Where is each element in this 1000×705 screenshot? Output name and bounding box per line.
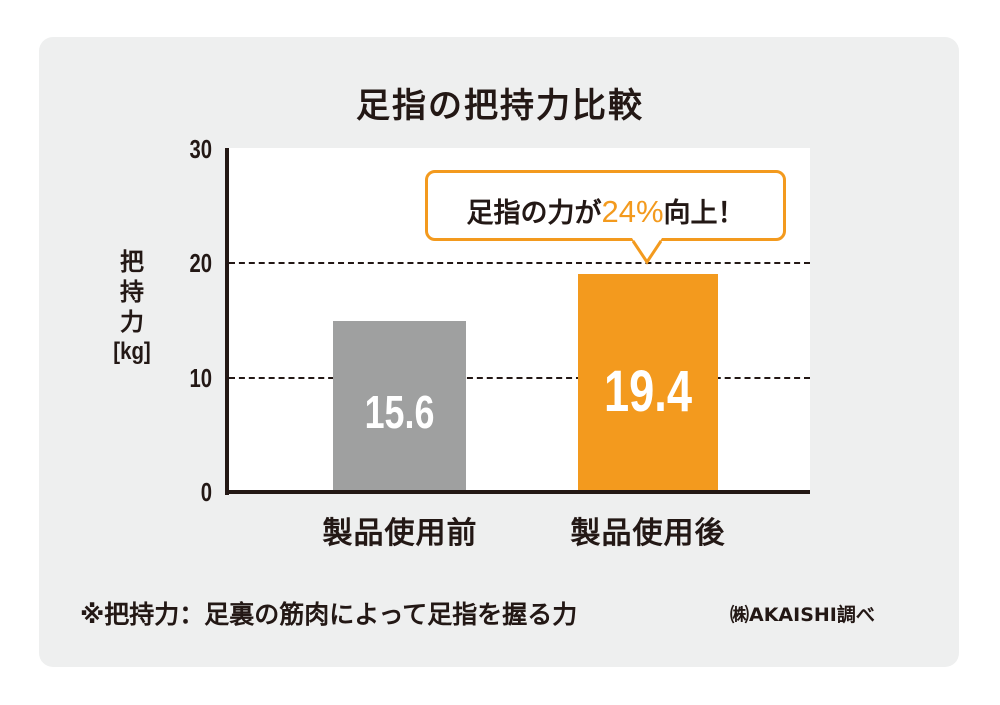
y-label-char-3: 力 (120, 308, 144, 336)
y-label-unit: [kg] (113, 338, 151, 365)
callout-box: 足指の力が24%向上！ (425, 170, 786, 241)
footnote: ※把持力：足裏の筋肉によって足指を握る力 (80, 600, 578, 629)
y-axis-line (225, 148, 229, 495)
gridline-10 (229, 377, 810, 379)
bar-after-value: 19.4 (603, 359, 693, 424)
y-label-char-2: 持 (120, 278, 144, 306)
y-axis-label: 把 持 力 [kg] (104, 247, 160, 367)
y-tick-10: 10 (189, 363, 212, 393)
callout-pointer-icon (632, 238, 662, 265)
x-category-before: 製品使用前 (322, 516, 478, 551)
callout-prefix: 足指の力が (466, 198, 602, 229)
y-label-char-1: 把 (120, 248, 144, 276)
y-tick-20: 20 (189, 248, 212, 278)
bar-before: 15.6 (333, 321, 466, 492)
gridline-20 (229, 262, 810, 264)
y-tick-30: 30 (189, 134, 212, 164)
source-credit: ㈱AKAISHI調べ (730, 604, 875, 626)
chart-title: 足指の把持力比較 (356, 86, 644, 126)
y-tick-0: 0 (200, 477, 212, 507)
bar-after: 19.4 (578, 274, 718, 492)
callout-highlight: 24% (601, 194, 664, 229)
callout-suffix: 向上！ (663, 198, 745, 229)
x-axis-line (225, 490, 810, 494)
x-category-after: 製品使用後 (570, 516, 726, 551)
callout-text: 足指の力が24%向上！ (428, 191, 783, 230)
bar-before-value: 15.6 (364, 386, 435, 438)
